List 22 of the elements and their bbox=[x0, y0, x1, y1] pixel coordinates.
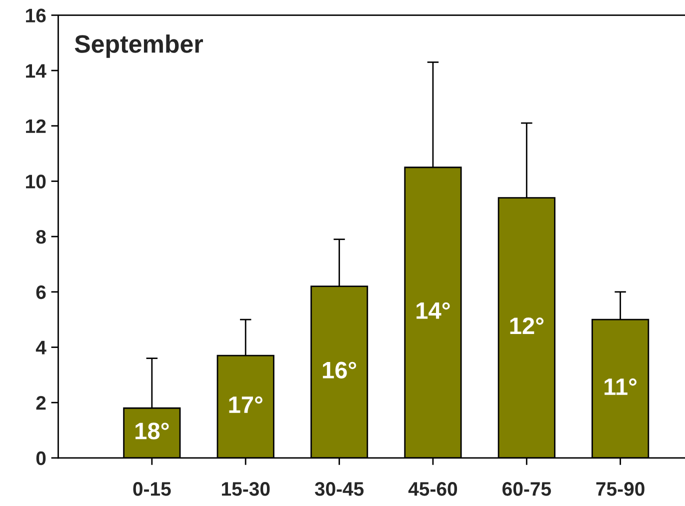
x-tick-label: 45-60 bbox=[408, 482, 458, 496]
y-tick-label: 10 bbox=[26, 174, 46, 188]
x-tick-label: 75-90 bbox=[596, 482, 644, 496]
x-tick-label: 30-45 bbox=[314, 482, 364, 496]
annotation: 17° bbox=[229, 396, 262, 413]
y-tick-label: 8 bbox=[36, 230, 46, 244]
y-tick-label: 2 bbox=[36, 396, 46, 410]
annotation: 18° bbox=[136, 422, 169, 440]
annotation: 12° bbox=[510, 317, 544, 334]
y-tick-label: 6 bbox=[36, 285, 46, 300]
y-tick-label: 16 bbox=[26, 8, 46, 22]
y-tick-label: 12 bbox=[26, 119, 46, 133]
text: September bbox=[74, 34, 203, 58]
x-tick-label: 60-75 bbox=[502, 482, 551, 496]
annotation: 14° bbox=[416, 302, 450, 319]
y-tick-label: 0 bbox=[36, 451, 46, 466]
annotation: 16° bbox=[322, 362, 356, 378]
annotation: 11° bbox=[604, 378, 637, 395]
x-tick-label: 15-30 bbox=[222, 482, 270, 496]
y-tick-label: 14 bbox=[26, 64, 46, 78]
x-tick-label: 0-15 bbox=[133, 482, 171, 496]
y-tick-label: 4 bbox=[36, 340, 46, 354]
